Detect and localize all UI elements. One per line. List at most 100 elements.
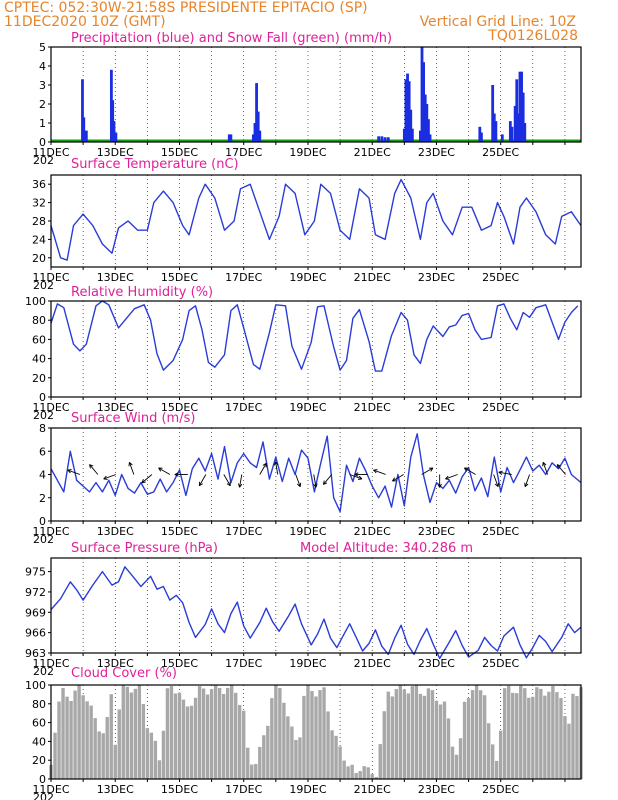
cloud-bar (125, 686, 129, 779)
precip-bar (407, 81, 411, 142)
panel-3-frame (50, 300, 582, 398)
cloud-bar (129, 692, 134, 779)
cloud-bar (531, 696, 535, 779)
precip-bar (520, 71, 523, 142)
cloud-bar (314, 696, 318, 779)
panel-1-y-tick-label: 5 (39, 41, 46, 54)
cloud-bar (250, 764, 254, 779)
cloud-bar (225, 687, 230, 779)
wind-arrow (223, 474, 231, 486)
cloud-bar (278, 687, 282, 779)
cloud-bar (454, 754, 459, 779)
cloud-bar (547, 691, 551, 779)
cloud-bar (523, 688, 527, 779)
cloud-bar (482, 695, 487, 779)
cloud-bar (519, 685, 523, 779)
panel-4-x-tick-label: 19DEC (289, 525, 326, 538)
cloud-bar (173, 693, 178, 779)
wind-arrow (89, 464, 99, 475)
panel-4-y-tick-label: 6 (39, 445, 46, 458)
cloud-bar (109, 694, 113, 779)
panel-3-y-tick-label: 80 (32, 314, 46, 327)
cloud-bar (157, 760, 162, 779)
cloud-bar (77, 685, 81, 779)
cloud-bar (390, 696, 394, 779)
panel-2-series-line (50, 178, 582, 261)
panel-1-x-tick-label: 19DEC (289, 146, 326, 159)
panel-3-y-tick-label: 0 (39, 391, 46, 404)
panel-5-x-tick-label: 19DEC (289, 657, 326, 670)
panel-5-x-tick-label: 25DEC (482, 657, 519, 670)
wind-arrow (103, 474, 117, 480)
cloud-bar (286, 716, 290, 779)
cloud-bar (137, 685, 142, 779)
precip-bar (255, 83, 258, 142)
cloud-bar (503, 688, 507, 779)
panel-3-x-tick-label: 11DEC (32, 401, 69, 414)
panel-3-y-tick-label: 60 (32, 333, 46, 346)
precip-bar (253, 123, 257, 142)
panel-1-year-fragment: 202 (33, 154, 54, 167)
precip-bar (422, 62, 426, 143)
cloud-bar (113, 744, 117, 779)
panel-2-y-tick-label: 28 (32, 215, 46, 228)
panel-3-x-tick-label: 19DEC (289, 401, 326, 414)
cloud-bar (306, 685, 310, 779)
panel-1-x-tick-label: 11DEC (32, 146, 69, 159)
panel-4-title: Surface Wind (m/s) (71, 411, 195, 426)
panel-6-y-tick-label: 0 (39, 773, 46, 786)
panel-4-x-tick-label: 21DEC (354, 525, 391, 538)
cloud-bar (494, 760, 499, 779)
cloud-bar (414, 685, 419, 779)
cloud-bar (486, 723, 491, 779)
panel-1-x-tick-label: 13DEC (97, 146, 134, 159)
cloud-bar (507, 685, 511, 779)
cloud-bar (193, 697, 198, 779)
wind-arrow-head (464, 467, 467, 472)
panel-3-x-tick-label: 23DEC (418, 401, 455, 414)
wind-arrow-head (296, 483, 301, 488)
panel-3-y-tick-label: 100 (25, 295, 46, 308)
wind-arrow (524, 474, 531, 487)
cloud-bar (246, 747, 250, 779)
panel-2-x-tick-label: 15DEC (161, 271, 198, 284)
panel-2-x-tick-label: 21DEC (354, 271, 391, 284)
cloud-bar (101, 733, 105, 779)
cloud-bar (350, 764, 354, 779)
cloud-bar (563, 716, 567, 779)
cloud-bar (575, 696, 579, 779)
panel-6-y-tick-label: 40 (32, 735, 46, 748)
cloud-bar (229, 685, 234, 779)
cloud-bar (515, 693, 519, 779)
cloud-bar (149, 732, 154, 779)
panel-5-plot (48, 557, 582, 660)
wind-arrow-head (89, 464, 91, 469)
wind-arrow (275, 461, 279, 475)
cloud-bar (117, 709, 121, 779)
wind-arrow-head (392, 477, 395, 482)
cloud-bar (217, 687, 222, 779)
precip-bar (523, 123, 527, 142)
cloud-bar (474, 685, 479, 779)
cloud-bar (205, 694, 210, 779)
cloud-bar (274, 685, 278, 779)
wind-arrow-head (498, 470, 503, 473)
precip-bar (251, 134, 255, 142)
precip-bar (402, 128, 406, 142)
wind-arrow-head (174, 474, 179, 477)
cloud-bar (81, 695, 85, 779)
cloud-bar (555, 692, 559, 779)
panel-3-x-tick-label: 25DEC (482, 401, 519, 414)
panel-5-y-tick-label: 975 (25, 566, 46, 579)
wind-arrow-head (226, 483, 231, 487)
precip-bar (82, 117, 86, 142)
panel-6-x-tick-label: 19DEC (289, 783, 326, 796)
panel-5-y-tick-label: 969 (25, 606, 46, 619)
cloud-bar (318, 690, 322, 779)
precip-bar (409, 109, 413, 142)
cloud-bar (254, 764, 258, 779)
cloud-bar (334, 735, 338, 779)
panel-4-x-tick-label: 15DEC (161, 525, 198, 538)
cloud-bar (141, 704, 146, 779)
